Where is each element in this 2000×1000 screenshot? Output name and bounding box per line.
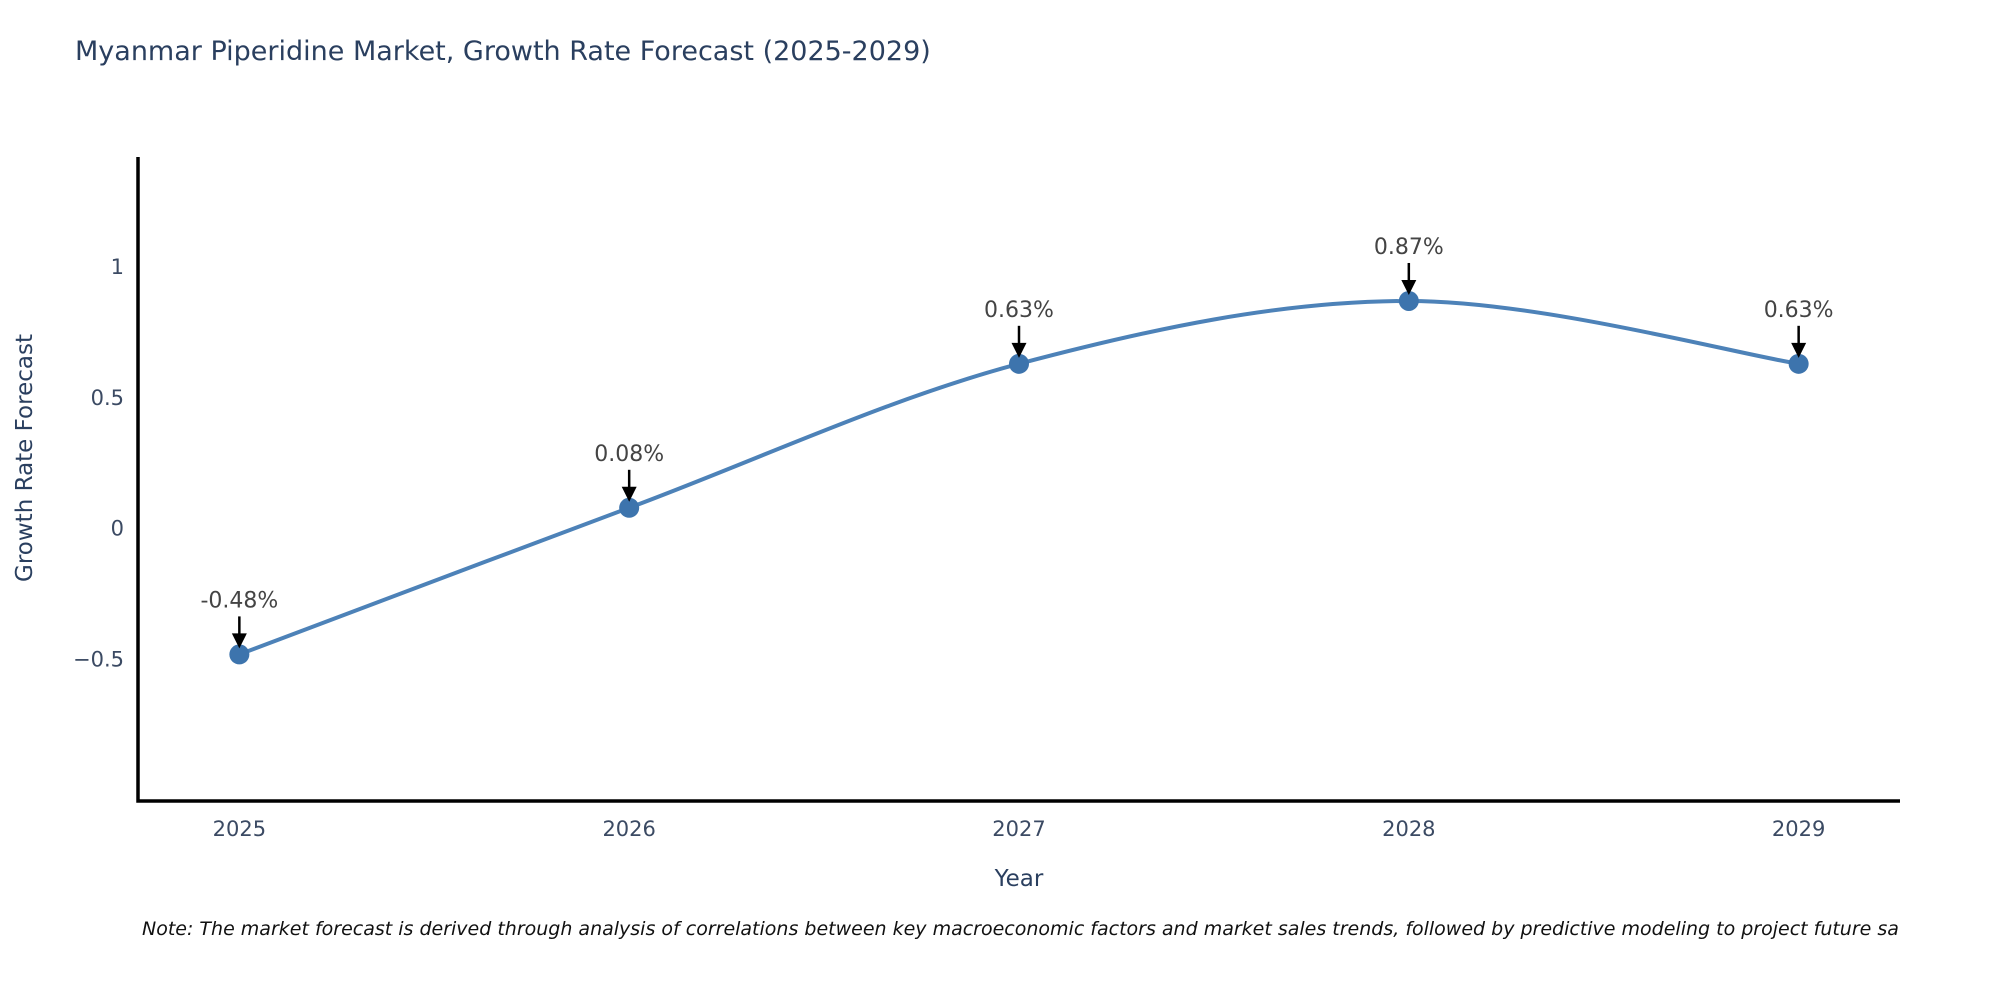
y-tick-label: 0 bbox=[111, 517, 124, 541]
x-tick-label: 2028 bbox=[1382, 817, 1435, 841]
axis-lines bbox=[136, 157, 1900, 803]
point-annotation: 0.63% bbox=[1764, 298, 1834, 323]
y-tick-label: −0.5 bbox=[73, 648, 124, 672]
data-point[interactable] bbox=[1788, 353, 1809, 374]
data-point[interactable] bbox=[619, 497, 640, 518]
x-tick-label: 2029 bbox=[1772, 817, 1825, 841]
annotation-arrow-head bbox=[1401, 279, 1417, 295]
x-axis-title: Year bbox=[994, 866, 1044, 892]
annotation-arrow-head bbox=[621, 486, 637, 502]
annotation-arrow-head bbox=[231, 633, 247, 649]
point-annotation: 0.87% bbox=[1374, 235, 1444, 260]
data-point[interactable] bbox=[229, 644, 250, 665]
data-point[interactable] bbox=[1398, 290, 1419, 311]
point-annotation: 0.63% bbox=[984, 298, 1054, 323]
x-tick-label: 2026 bbox=[602, 817, 655, 841]
point-annotation: -0.48% bbox=[200, 588, 278, 613]
chart-title: Myanmar Piperidine Market, Growth Rate F… bbox=[75, 36, 931, 67]
y-tick-label: 1 bbox=[111, 255, 124, 279]
x-tick-label: 2025 bbox=[213, 817, 266, 841]
annotation-arrow-head bbox=[1011, 342, 1027, 358]
footnote: Note: The market forecast is derived thr… bbox=[142, 918, 1899, 940]
x-tick-label: 2027 bbox=[992, 817, 1045, 841]
annotation-arrow-head bbox=[1791, 342, 1807, 358]
data-point[interactable] bbox=[1009, 353, 1029, 374]
point-annotation: 0.08% bbox=[594, 442, 664, 467]
y-tick-label: 0.5 bbox=[91, 386, 124, 410]
y-axis-title: Growth Rate Forecast bbox=[12, 334, 38, 582]
